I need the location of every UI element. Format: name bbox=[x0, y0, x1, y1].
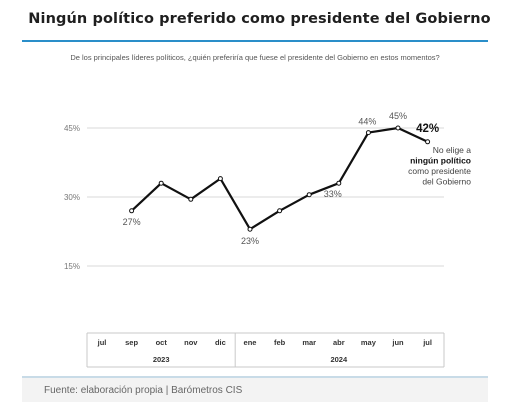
data-label: 45% bbox=[389, 111, 407, 121]
year-label: 2023 bbox=[153, 355, 170, 364]
y-tick-label: 45% bbox=[64, 124, 80, 133]
data-point bbox=[395, 125, 401, 131]
data-label: 27% bbox=[123, 217, 141, 227]
data-point bbox=[306, 192, 312, 198]
data-label: 44% bbox=[358, 117, 376, 127]
data-point bbox=[217, 176, 223, 182]
source-note: Fuente: elaboración propia | Barómetros … bbox=[44, 385, 243, 396]
data-point bbox=[129, 208, 135, 214]
data-point bbox=[188, 196, 194, 202]
chart-title: Ningún político preferido como president… bbox=[28, 11, 491, 27]
x-tick-label: oct bbox=[156, 338, 168, 347]
annotation-line: No elige a bbox=[433, 145, 472, 155]
data-point bbox=[425, 139, 431, 145]
data-point bbox=[158, 180, 164, 186]
x-tick-label: jul bbox=[97, 338, 107, 347]
y-tick-label: 30% bbox=[64, 193, 80, 202]
x-tick-label: nov bbox=[184, 338, 198, 347]
x-tick-label: may bbox=[361, 338, 377, 347]
data-point bbox=[365, 130, 371, 136]
x-tick-label: abr bbox=[333, 338, 345, 347]
x-tick-label: ene bbox=[244, 338, 257, 347]
data-point bbox=[277, 208, 283, 214]
data-point bbox=[336, 180, 342, 186]
x-tick-label: jun bbox=[391, 338, 404, 347]
x-tick-label: mar bbox=[302, 338, 316, 347]
data-label: 23% bbox=[241, 236, 259, 246]
y-tick-label: 15% bbox=[64, 262, 80, 271]
data-label: 42% bbox=[416, 123, 439, 135]
x-tick-label: dic bbox=[215, 338, 226, 347]
year-label: 2024 bbox=[330, 355, 348, 364]
annotation-line: como presidente bbox=[408, 166, 471, 176]
annotation-line: del Gobierno bbox=[422, 177, 471, 187]
chart-subtitle: De los principales líderes políticos, ¿q… bbox=[70, 53, 440, 62]
title-divider bbox=[22, 40, 488, 42]
x-tick-label: jul bbox=[422, 338, 432, 347]
annotation-line: ningún político bbox=[410, 156, 471, 166]
x-tick-label: feb bbox=[274, 338, 286, 347]
footer-bar bbox=[22, 376, 488, 402]
data-label: 33% bbox=[324, 189, 342, 199]
series-line bbox=[130, 126, 429, 231]
x-tick-label: sep bbox=[125, 338, 138, 347]
data-point bbox=[247, 226, 253, 232]
